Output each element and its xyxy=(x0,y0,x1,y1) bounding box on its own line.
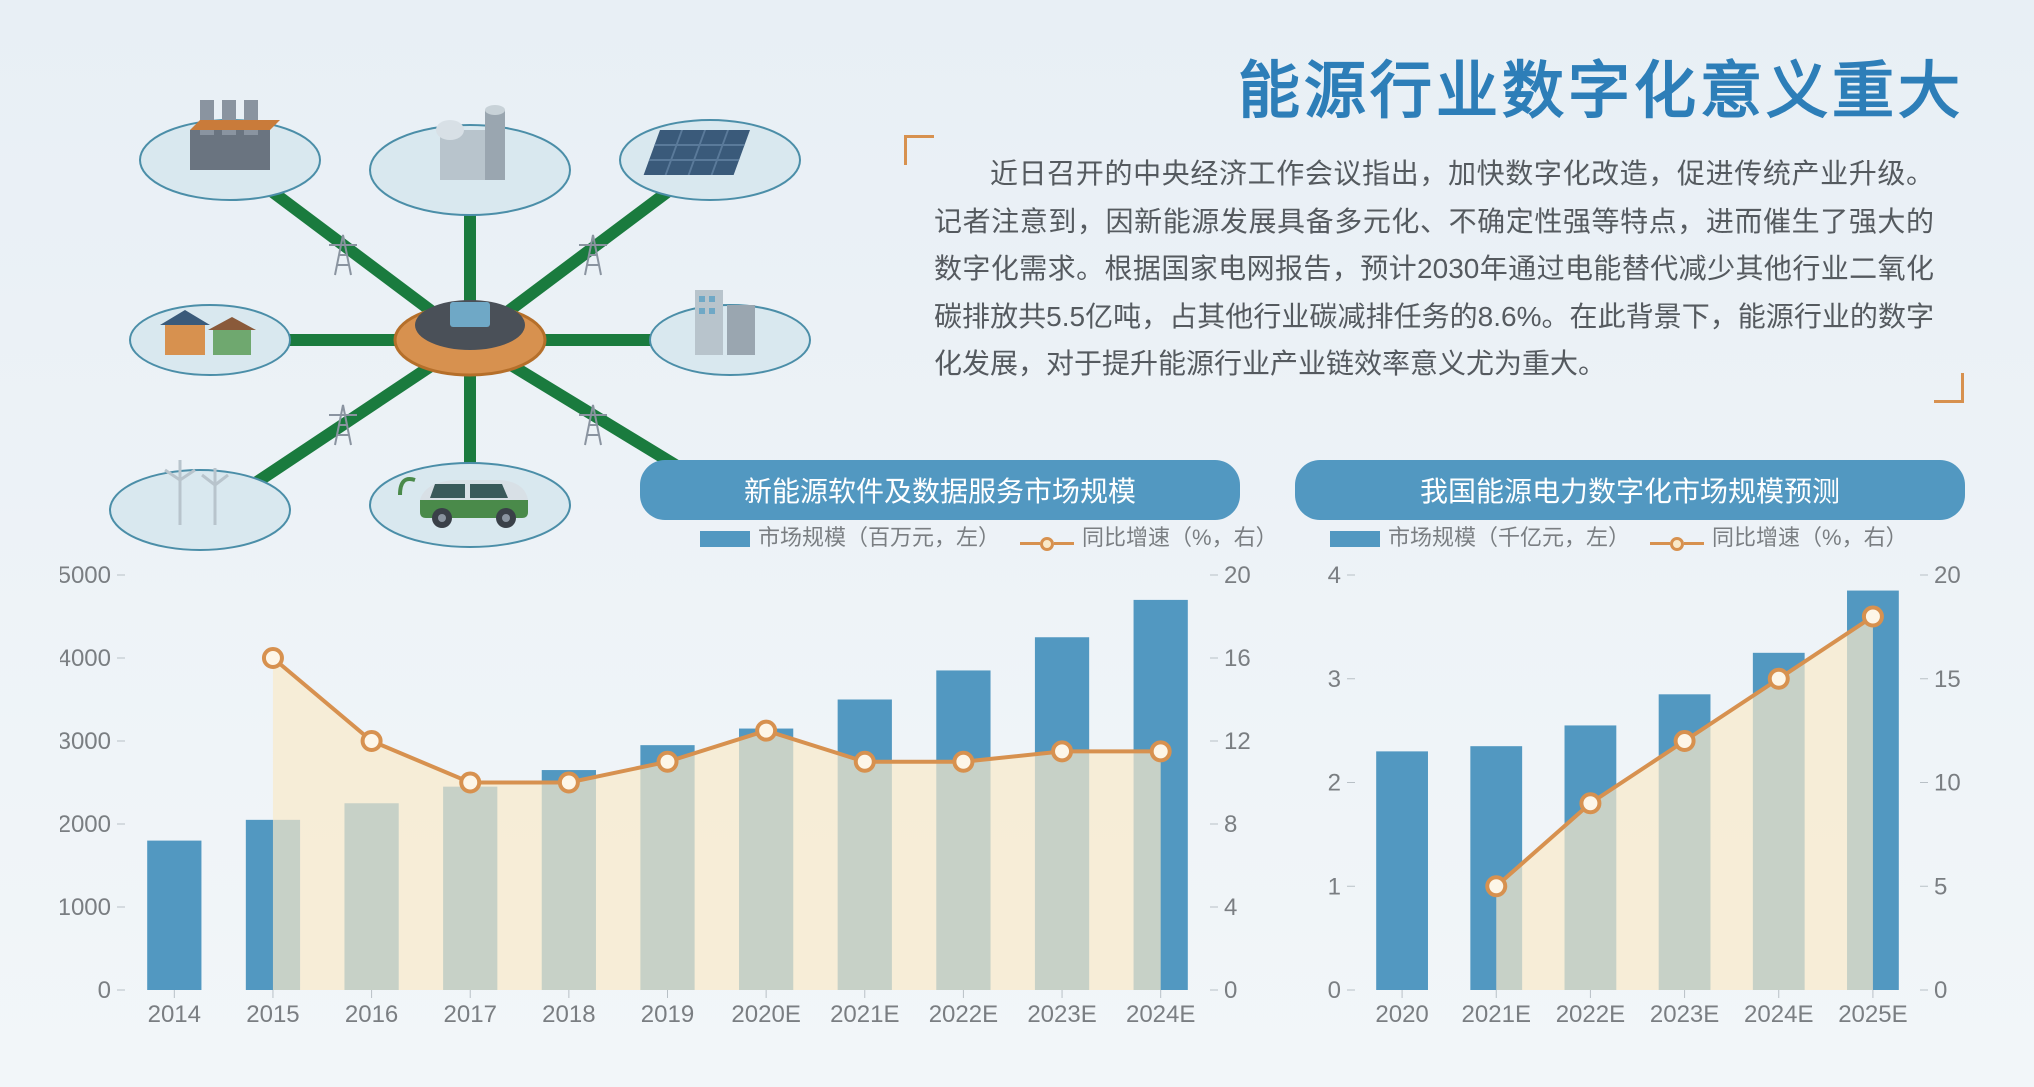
svg-text:2: 2 xyxy=(1328,770,1341,797)
svg-text:20: 20 xyxy=(1934,565,1961,589)
chart1-legend: 市场规模（百万元，左） 同比增速（%，右） xyxy=(700,520,1278,552)
bracket-bottom-icon xyxy=(1934,373,1964,403)
svg-text:2017: 2017 xyxy=(444,1001,497,1028)
headline: 能源行业数字化意义重大 xyxy=(1238,40,1964,130)
svg-text:0: 0 xyxy=(1328,977,1341,1004)
chart2-legend-line-label: 同比增速（%，右） xyxy=(1712,525,1908,550)
svg-text:2020E: 2020E xyxy=(731,1001,800,1028)
svg-text:2022E: 2022E xyxy=(1556,1001,1625,1028)
svg-text:2000: 2000 xyxy=(60,811,111,838)
legend-line-icon xyxy=(1020,537,1074,551)
svg-text:5: 5 xyxy=(1934,873,1947,900)
svg-text:2021E: 2021E xyxy=(1462,1001,1531,1028)
chart2-title: 我国能源电力数字化市场规模预测 xyxy=(1295,460,1965,520)
chart1: 0 1000 2000 3000 4000 5000 0 4 8 12 16 20 2014 2015 20… xyxy=(60,565,1260,1035)
svg-text:3: 3 xyxy=(1328,666,1341,693)
chart2-legend: 市场规模（千亿元，左） 同比增速（%，右） xyxy=(1330,520,1908,552)
svg-text:2022E: 2022E xyxy=(929,1001,998,1028)
body-text: 近日召开的中央经济工作会议指出，加快数字化改造，促进传统产业升级。记者注意到，因… xyxy=(904,140,1964,398)
legend-bar-icon xyxy=(1330,531,1380,547)
chart1-title: 新能源软件及数据服务市场规模 xyxy=(640,460,1240,520)
svg-text:2014: 2014 xyxy=(148,1001,201,1028)
svg-text:2015: 2015 xyxy=(246,1001,299,1028)
svg-text:2018: 2018 xyxy=(542,1001,595,1028)
svg-text:1000: 1000 xyxy=(60,894,111,921)
svg-text:12: 12 xyxy=(1224,728,1251,755)
svg-text:4: 4 xyxy=(1328,565,1341,589)
svg-text:2025E: 2025E xyxy=(1838,1001,1907,1028)
legend-line-icon xyxy=(1650,537,1704,551)
chart2: 012340510152020202021E2022E2023E2024E202… xyxy=(1290,565,1970,1035)
body-text-container: 近日召开的中央经济工作会议指出，加快数字化改造，促进传统产业升级。记者注意到，因… xyxy=(904,140,1964,398)
svg-text:0: 0 xyxy=(98,977,111,1004)
legend-bar-icon xyxy=(700,531,750,547)
svg-text:1: 1 xyxy=(1328,873,1341,900)
svg-text:2023E: 2023E xyxy=(1027,1001,1096,1028)
svg-text:2021E: 2021E xyxy=(830,1001,899,1028)
bracket-top-icon xyxy=(904,135,934,165)
svg-text:2024E: 2024E xyxy=(1126,1001,1195,1028)
svg-text:10: 10 xyxy=(1934,770,1961,797)
svg-text:15: 15 xyxy=(1934,666,1961,693)
svg-text:20: 20 xyxy=(1224,565,1251,589)
chart2-legend-bar-label: 市场规模（千亿元，左） xyxy=(1388,525,1630,550)
svg-text:2024E: 2024E xyxy=(1744,1001,1813,1028)
svg-text:2020: 2020 xyxy=(1375,1001,1428,1028)
svg-text:2016: 2016 xyxy=(345,1001,398,1028)
svg-text:0: 0 xyxy=(1224,977,1237,1004)
svg-text:2019: 2019 xyxy=(641,1001,694,1028)
svg-text:16: 16 xyxy=(1224,645,1251,672)
chart1-legend-line-label: 同比增速（%，右） xyxy=(1082,525,1278,550)
svg-text:3000: 3000 xyxy=(60,728,111,755)
svg-text:5000: 5000 xyxy=(60,565,111,589)
chart1-legend-bar-label: 市场规模（百万元，左） xyxy=(758,525,1000,550)
svg-text:4000: 4000 xyxy=(60,645,111,672)
svg-text:2023E: 2023E xyxy=(1650,1001,1719,1028)
svg-text:0: 0 xyxy=(1934,977,1947,1004)
svg-text:8: 8 xyxy=(1224,811,1237,838)
svg-text:4: 4 xyxy=(1224,894,1237,921)
